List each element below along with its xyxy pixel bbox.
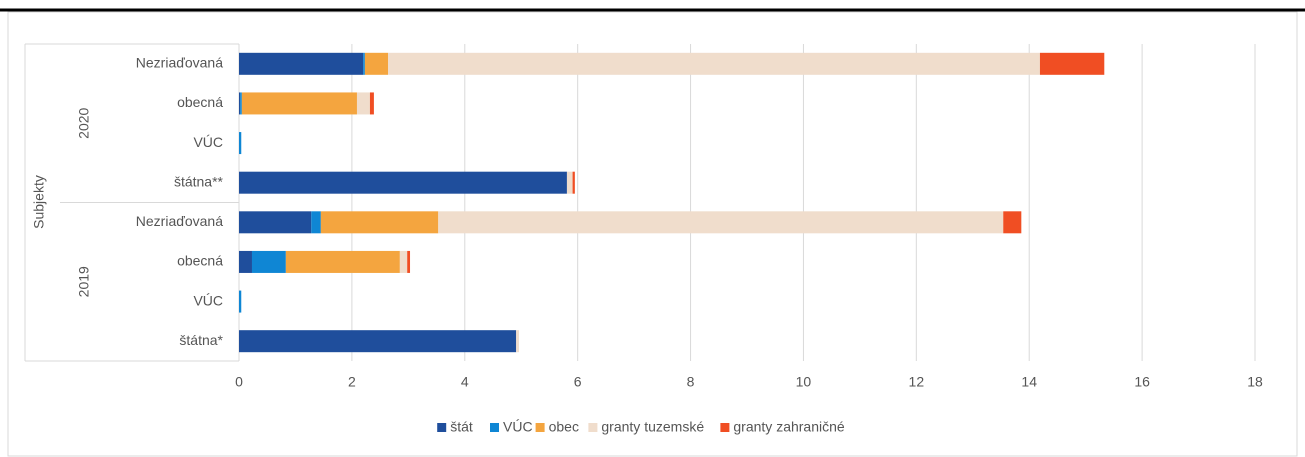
bar-segment	[239, 132, 242, 155]
y-tick-label: Nezriaďovaná	[136, 55, 223, 71]
y-tick-label: VÚC	[193, 134, 223, 150]
x-tick-label: 0	[235, 374, 243, 390]
legend-swatch	[588, 423, 598, 432]
bar-segment	[239, 290, 242, 313]
bar-segment	[572, 171, 575, 194]
bar-segment	[1039, 52, 1105, 75]
bar-segment	[566, 171, 573, 194]
x-tick-label: 2	[348, 374, 356, 390]
group-label: 2020	[76, 107, 92, 138]
bar-segment	[239, 330, 517, 353]
bar-segment	[241, 92, 357, 115]
bar-segment	[356, 92, 370, 115]
legend-label: granty zahraničné	[733, 419, 845, 435]
y-tick-label: Nezriaďovaná	[136, 213, 223, 229]
x-tick-label: 16	[1134, 374, 1150, 390]
bar-segment	[438, 211, 1004, 234]
bar-segment	[388, 52, 1040, 75]
y-axis-label: Subjekty	[31, 175, 47, 229]
bar-segment	[239, 171, 567, 194]
bar-segment	[239, 250, 252, 273]
bar-segment	[516, 330, 519, 353]
bar-segment	[239, 211, 312, 234]
legend-swatch	[437, 423, 447, 432]
bar-segment	[369, 92, 374, 115]
y-tick-label: VÚC	[193, 292, 223, 308]
legend-label: granty tuzemské	[601, 419, 704, 435]
legend-label: obec	[549, 419, 579, 435]
x-tick-label: 8	[687, 374, 695, 390]
bar-segment	[364, 52, 389, 75]
x-tick-label: 10	[796, 374, 812, 390]
legend-swatch	[535, 423, 545, 432]
legend-label: štát	[450, 419, 473, 435]
bar-segment	[320, 211, 439, 234]
group-label: 2019	[76, 266, 92, 297]
chart-frame	[7, 11, 1298, 457]
x-tick-label: 14	[1021, 374, 1037, 390]
bar-segment	[363, 52, 365, 75]
bar-segment	[239, 52, 364, 75]
x-tick-label: 12	[909, 374, 925, 390]
legend-swatch	[720, 423, 730, 432]
x-tick-label: 4	[461, 374, 469, 390]
y-tick-label: štátna*	[179, 332, 223, 348]
x-tick-label: 18	[1247, 374, 1263, 390]
bar-segment	[311, 211, 321, 234]
bar-segment	[240, 92, 242, 115]
legend-label: VÚC	[503, 419, 533, 435]
bar-segment	[251, 250, 286, 273]
bar-segment	[399, 250, 408, 273]
bar-segment	[239, 92, 241, 115]
y-tick-label: obecná	[177, 253, 223, 269]
bar-segment	[285, 250, 400, 273]
legend-swatch	[490, 423, 499, 432]
y-tick-label: obecná	[177, 94, 223, 110]
bar-segment	[407, 250, 411, 273]
x-tick-label: 6	[574, 374, 582, 390]
y-tick-label: štátna**	[174, 173, 224, 189]
bar-segment	[1003, 211, 1022, 234]
